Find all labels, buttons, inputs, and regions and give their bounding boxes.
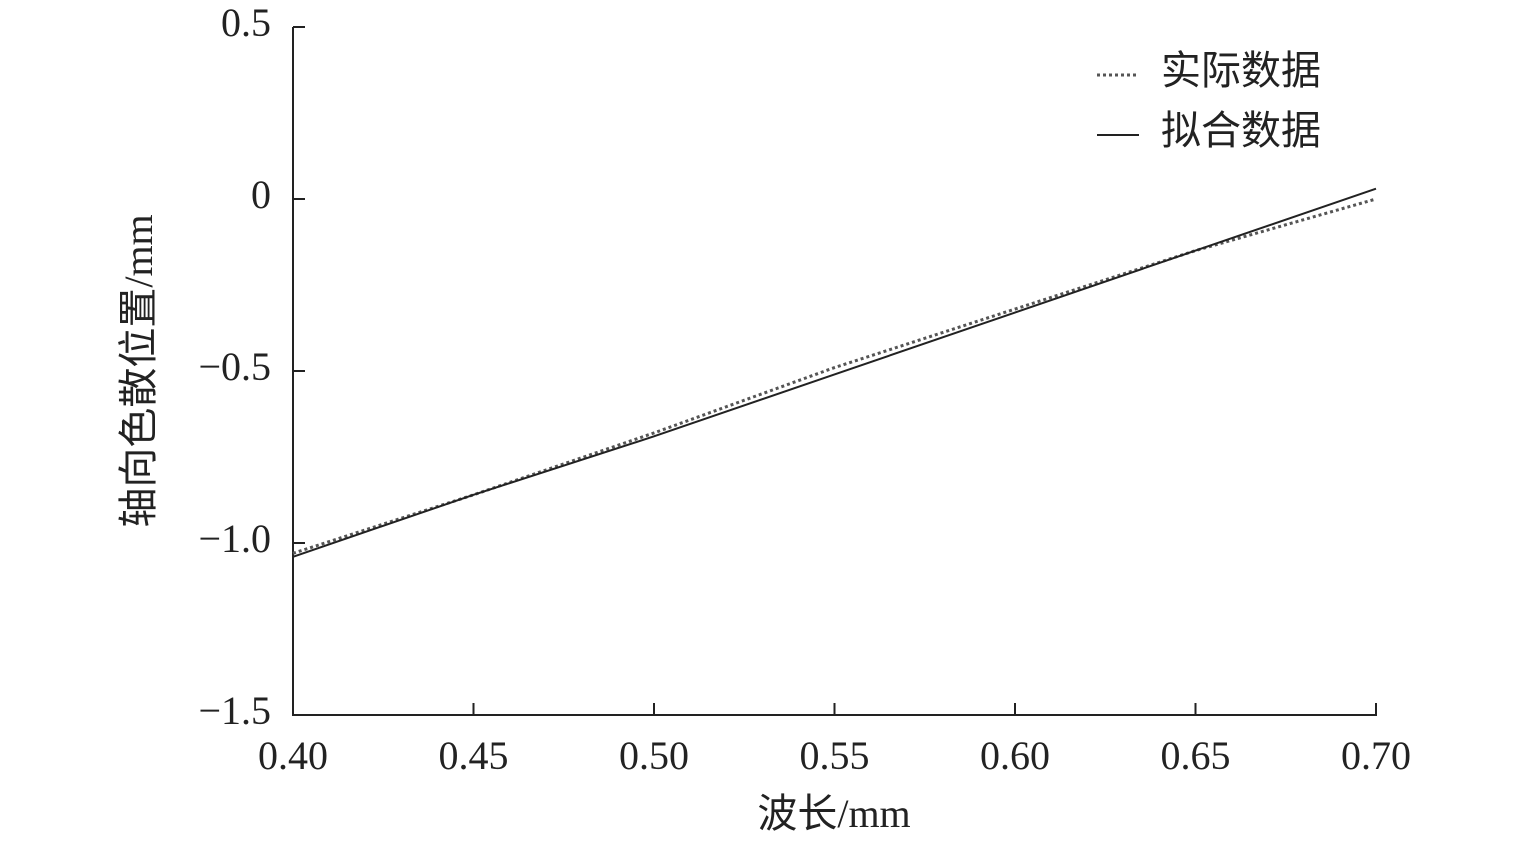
data-line — [292, 187, 1377, 558]
x-tick-label: 0.45 — [439, 733, 509, 778]
x-tick-label: 0.40 — [258, 733, 328, 778]
x-axis-label: 波长/mm — [757, 791, 910, 836]
y-tick-label: 0 — [251, 172, 271, 217]
legend-label: 实际数据 — [1161, 48, 1321, 93]
y-tick-label: 0.5 — [221, 0, 271, 45]
data-line — [292, 197, 1377, 555]
x-tick-label: 0.60 — [980, 733, 1050, 778]
y-tick-label: −1.0 — [198, 516, 271, 561]
x-tick-label: 0.50 — [619, 733, 689, 778]
x-tick-label: 0.65 — [1161, 733, 1231, 778]
x-tick-label: 0.70 — [1341, 733, 1411, 778]
legend-label: 拟合数据 — [1161, 108, 1321, 153]
y-tick-label: −0.5 — [198, 344, 271, 389]
y-tick-label: −1.5 — [198, 688, 271, 733]
y-axis-label: 轴向色散位置/mm — [116, 214, 161, 527]
x-tick-label: 0.55 — [800, 733, 870, 778]
